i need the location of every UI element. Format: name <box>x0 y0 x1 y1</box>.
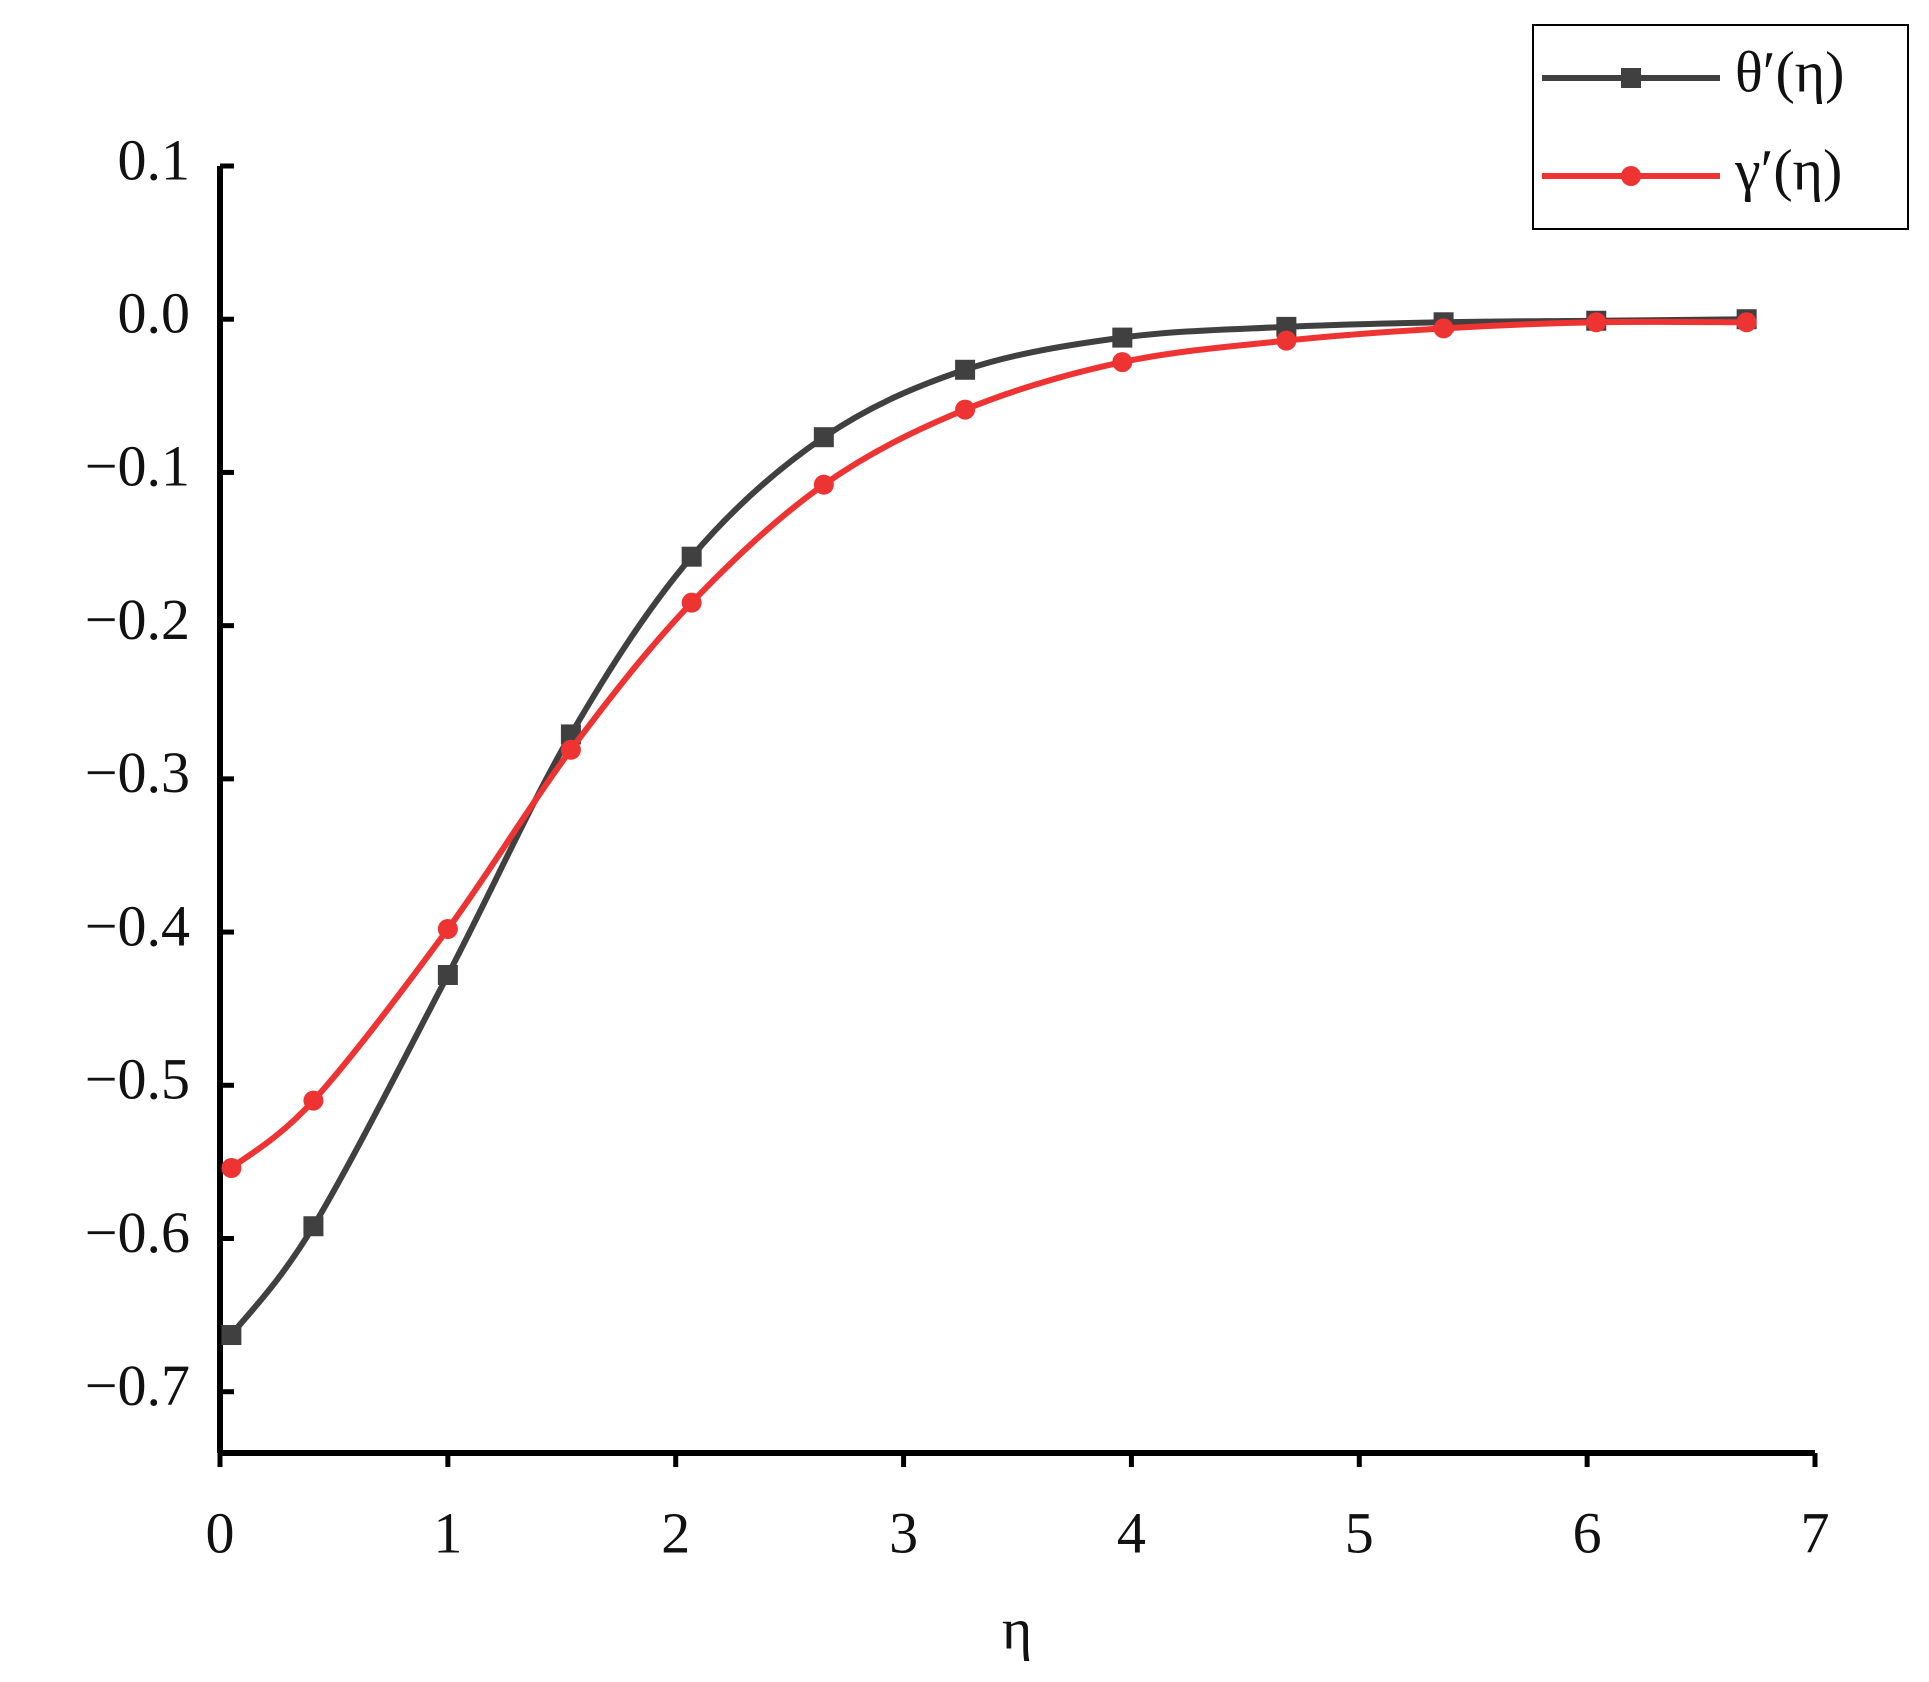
x-tick-label: 1 <box>433 1500 462 1565</box>
marker <box>1736 312 1757 333</box>
marker <box>221 1325 242 1346</box>
marker <box>1586 312 1607 333</box>
marker <box>437 964 458 985</box>
series-line <box>229 318 1747 1171</box>
y-tick-label: −0.5 <box>85 1047 190 1112</box>
marker <box>1112 352 1133 373</box>
y-tick-label: 0.1 <box>118 127 191 192</box>
marker <box>955 399 976 420</box>
x-tick-label: 7 <box>1801 1500 1830 1565</box>
marker <box>303 1216 324 1237</box>
marker <box>221 1158 242 1179</box>
y-tick-label: −0.1 <box>85 434 190 499</box>
marker <box>560 739 581 760</box>
y-tick-label: −0.3 <box>85 740 190 805</box>
marker <box>303 1090 324 1111</box>
y-tick-label: −0.2 <box>85 587 190 652</box>
legend-label: γ′(η) <box>1734 137 1842 202</box>
y-tick-label: −0.6 <box>85 1200 190 1265</box>
marker <box>1112 327 1133 348</box>
x-tick-label: 2 <box>661 1500 690 1565</box>
marker <box>1433 318 1454 339</box>
y-tick-label: 0.0 <box>118 281 191 346</box>
series-line <box>228 316 1747 1337</box>
x-tick-label: 3 <box>889 1500 918 1565</box>
marker <box>1276 316 1297 337</box>
y-tick-label: −0.4 <box>85 893 190 958</box>
y-tick-label: −0.7 <box>85 1353 190 1418</box>
marker <box>813 427 834 448</box>
marker <box>681 546 702 567</box>
marker <box>1276 330 1297 351</box>
marker <box>813 474 834 495</box>
x-tick-label: 5 <box>1345 1500 1374 1565</box>
x-tick-label: 0 <box>206 1500 235 1565</box>
x-axis-label: η <box>1002 1596 1032 1661</box>
marker <box>955 359 976 380</box>
x-tick-label: 4 <box>1117 1500 1146 1565</box>
legend-box <box>1532 24 1909 230</box>
legend-marker <box>1621 68 1641 88</box>
marker <box>437 919 458 940</box>
x-tick-label: 6 <box>1573 1500 1602 1565</box>
marker <box>681 592 702 613</box>
legend-label: θ′(η) <box>1735 39 1844 104</box>
legend-marker <box>1621 166 1641 186</box>
